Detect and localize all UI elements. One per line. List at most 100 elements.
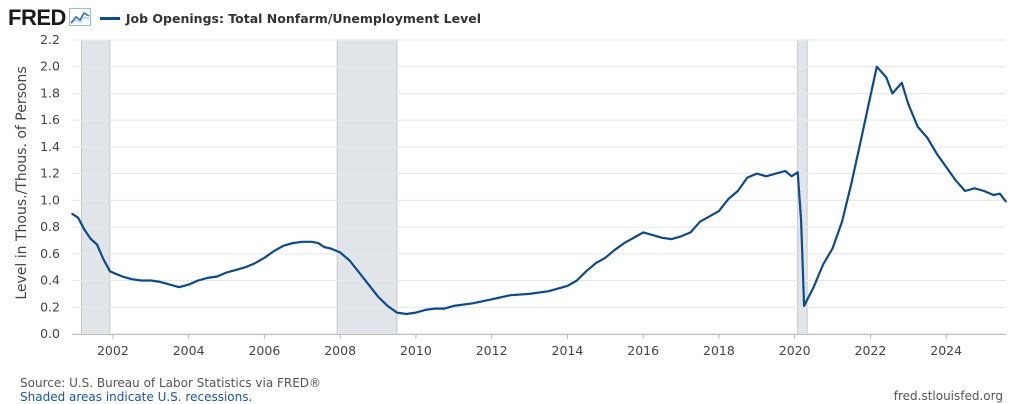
data-point <box>623 242 626 244</box>
y-axis-ticks: 0.0 0.2 0.4 0.6 0.8 1.0 1.2 1.4 1.6 1.8 2.0 2.2 <box>40 32 60 341</box>
data-point <box>831 247 834 250</box>
data-point <box>83 228 86 231</box>
data-point <box>509 294 512 297</box>
recession-note: Shaded areas indicate U.S. recessions. <box>20 390 253 404</box>
data-point <box>71 212 73 215</box>
data-point <box>77 216 79 219</box>
data-point <box>1005 200 1007 203</box>
data-point <box>415 311 417 314</box>
x-tick-label: 2010 <box>400 343 432 358</box>
data-point <box>405 313 408 315</box>
x-tick-label: 2004 <box>173 343 205 358</box>
x-tick-label: 2022 <box>855 343 887 358</box>
data-point <box>954 179 957 182</box>
data-point <box>860 139 862 142</box>
data-point <box>841 220 843 223</box>
data-point <box>471 302 474 305</box>
data-point <box>528 293 531 295</box>
data-point <box>661 236 663 239</box>
data-point <box>109 270 111 272</box>
data-point <box>774 172 777 175</box>
data-point <box>339 251 341 254</box>
y-tick-label: 0.2 <box>40 299 60 314</box>
data-point <box>901 81 903 84</box>
data-point <box>727 198 730 200</box>
data-point <box>699 220 701 223</box>
data-point <box>670 238 673 240</box>
data-point <box>235 269 237 271</box>
data-point <box>790 175 793 178</box>
data-point <box>386 305 389 307</box>
data-point <box>168 283 171 286</box>
data-point <box>708 215 711 218</box>
data-point <box>490 298 493 301</box>
site-url[interactable]: fred.stlouisfed.org <box>893 389 1003 403</box>
data-point <box>102 258 105 260</box>
data-point <box>973 187 976 190</box>
line-chart: 2002 2004 2006 2008 2010 2012 2014 2016 2018 2020… <box>14 32 1007 358</box>
data-point <box>812 286 815 289</box>
data-point <box>317 242 319 244</box>
x-tick-label: 2016 <box>627 343 659 358</box>
data-point <box>718 210 720 212</box>
y-tick-label: 2.0 <box>40 59 60 74</box>
data-point <box>443 307 446 310</box>
data-point <box>926 136 929 139</box>
data-point <box>765 175 768 178</box>
data-point <box>784 170 786 172</box>
x-tick-label: 2014 <box>552 343 584 358</box>
x-axis-ticks: 2002 2004 2006 2008 2010 2012 2014 2016 2018 2020… <box>72 334 1006 358</box>
chart-line-icon <box>68 8 91 26</box>
data-point <box>576 279 578 282</box>
fred-logo[interactable]: FRED <box>8 5 66 30</box>
y-tick-label: 2.2 <box>40 32 60 47</box>
data-point <box>755 172 758 175</box>
data-point <box>964 190 966 192</box>
data-point <box>187 283 190 286</box>
y-tick-label: 1.4 <box>40 139 60 154</box>
y-axis-label: Level in Thous./Thous. of Persons <box>14 66 30 299</box>
data-point <box>737 190 739 192</box>
x-tick-label: 2020 <box>779 343 811 358</box>
legend-label: Job Openings: Total Nonfarm/Unemployment… <box>125 10 481 26</box>
data-point <box>358 271 360 274</box>
recession-band <box>336 39 398 335</box>
data-point <box>822 263 824 266</box>
data-point <box>983 190 985 192</box>
y-tick-label: 1.6 <box>40 112 60 127</box>
data-point <box>115 273 117 275</box>
data-point <box>121 275 124 278</box>
data-point <box>273 250 275 252</box>
data-point <box>323 246 326 248</box>
data-point <box>244 266 247 268</box>
legend-swatch <box>99 16 120 20</box>
data-point <box>595 262 597 264</box>
series-layer <box>71 65 1007 316</box>
data-point <box>329 247 332 250</box>
recession-shading-layer <box>81 39 808 335</box>
x-tick-label: 2002 <box>97 343 129 358</box>
data-point <box>869 95 872 97</box>
data-point <box>885 76 888 79</box>
data-point <box>90 238 92 240</box>
data-point <box>689 231 692 234</box>
x-tick-label: 2018 <box>703 343 735 358</box>
data-point <box>585 270 588 272</box>
data-point <box>916 126 919 128</box>
data-point <box>225 271 228 274</box>
data-point <box>377 295 379 298</box>
data-point <box>800 219 802 222</box>
data-point <box>140 279 143 282</box>
data-point <box>876 65 878 68</box>
data-point <box>348 259 351 262</box>
source-note: Source: U.S. Bureau of Labor Statistics … <box>20 376 322 390</box>
series-line <box>71 65 1007 316</box>
data-point <box>178 286 180 289</box>
data-point <box>96 243 98 246</box>
data-point <box>367 283 370 286</box>
data-point <box>452 305 455 307</box>
data-point <box>254 262 256 264</box>
data-point <box>424 309 427 311</box>
y-tick-label: 0.0 <box>40 326 60 341</box>
data-point <box>999 192 1001 195</box>
